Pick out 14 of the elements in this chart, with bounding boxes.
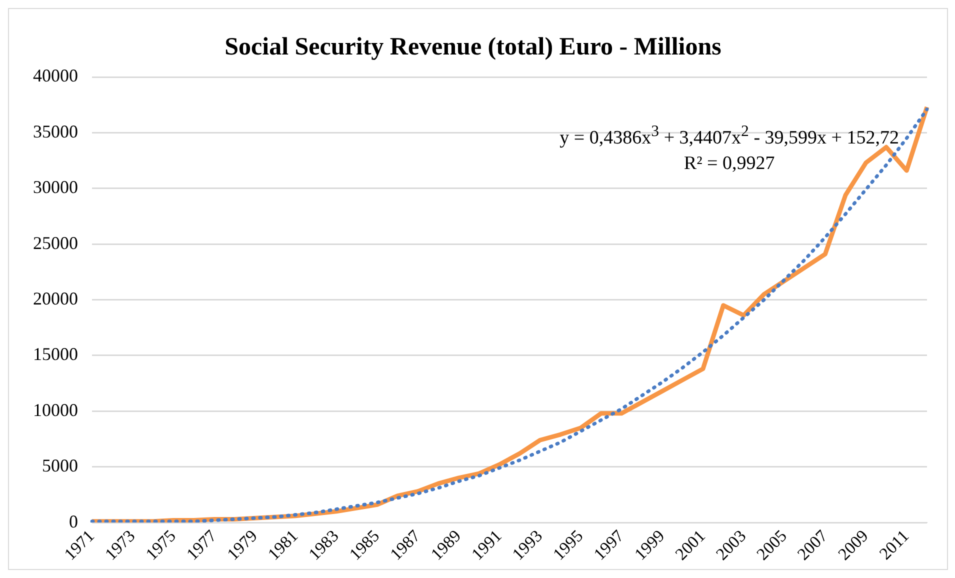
y-tick-label: 0 [69,511,78,532]
y-tick-label: 35000 [33,121,78,142]
y-tick-label: 10000 [33,400,78,420]
y-tick-label: 30000 [33,177,78,198]
y-tick-label: 5000 [42,456,78,476]
y-tick-label: 15000 [33,344,78,364]
y-tick-label: 25000 [33,232,78,253]
chart-title: Social Security Revenue (total) Euro - Millions [224,33,722,60]
x-tick-label: 2011 [876,526,913,564]
y-tick-label: 40000 [33,66,78,86]
x-tick-label: 1981 [264,526,302,564]
annotation: y = 0,4386x$^{3}$ + 3,4407x$^{2}$ - 39,599x + 152,72 [560,122,899,150]
annotation: R² = 0,9927 [682,152,776,176]
y-tick-label: 20000 [33,288,78,308]
